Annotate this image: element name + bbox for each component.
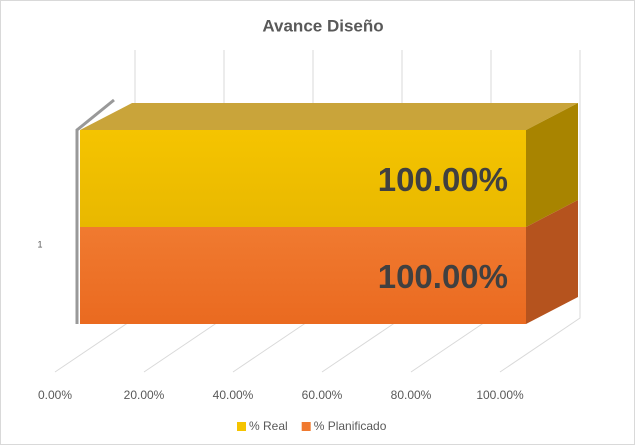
legend-swatch [301, 422, 311, 431]
bar [80, 227, 526, 324]
chart-title: Avance Diseño [262, 16, 383, 35]
x-tick-label: 0.00% [38, 388, 72, 402]
x-tick-label: 60.00% [302, 388, 343, 402]
grid-line [499, 50, 581, 373]
legend-label: % Real [249, 419, 288, 433]
bar-shadow [75, 98, 115, 324]
data-label: 100.00% [378, 161, 508, 198]
data-label: 100.00% [378, 258, 508, 295]
x-tick-label: 80.00% [391, 388, 432, 402]
legend-swatch [237, 422, 246, 431]
bar-side [526, 103, 578, 227]
x-tick-label: 40.00% [213, 388, 254, 402]
bar-top [80, 103, 578, 130]
bar-side [526, 200, 578, 324]
x-tick-label: 100.00% [476, 388, 524, 402]
y-tick-label: 1 [37, 239, 42, 249]
legend-label: % Planificado [314, 419, 387, 433]
x-tick-label: 20.00% [124, 388, 165, 402]
bar [80, 130, 526, 227]
